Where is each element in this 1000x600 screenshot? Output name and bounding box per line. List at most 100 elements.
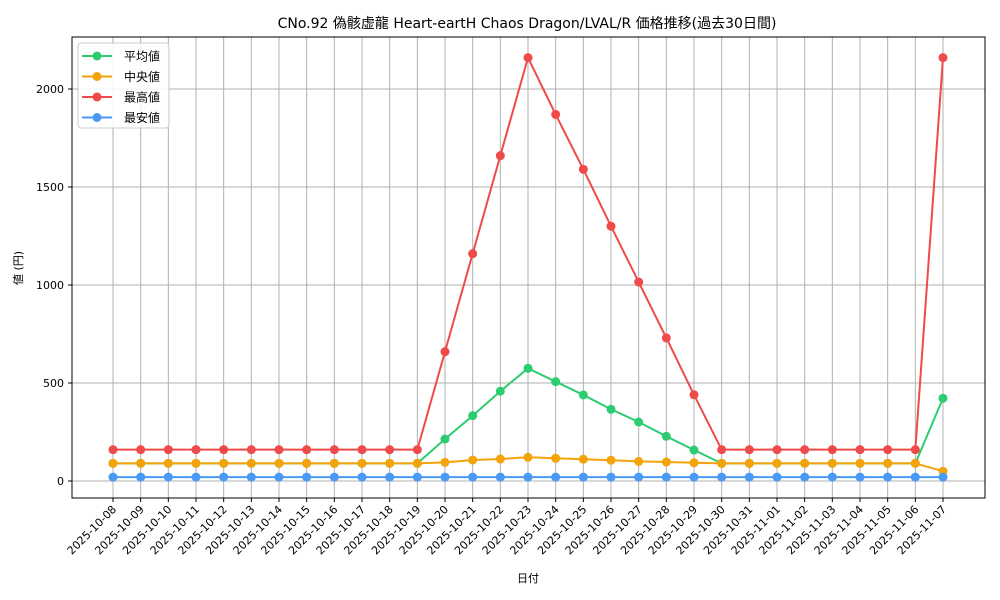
y-tick-label: 1000 [36,279,64,292]
data-point [661,333,671,343]
data-point [744,458,754,468]
data-point [855,472,865,482]
data-point [440,434,450,444]
data-point [302,458,312,468]
data-point [329,458,339,468]
data-point [163,472,173,482]
data-point [634,472,644,482]
data-point [523,472,533,482]
legend-label: 平均値 [124,49,160,64]
data-point [191,472,201,482]
data-point [468,455,478,465]
data-point [634,277,644,287]
data-point [412,472,422,482]
data-point [219,458,229,468]
data-point [827,472,837,482]
data-point [717,445,727,455]
data-point [468,249,478,259]
data-point [246,472,256,482]
data-point [744,472,754,482]
data-point [800,472,810,482]
data-point [274,445,284,455]
data-point [661,472,671,482]
y-tick-label: 1500 [36,181,64,194]
y-tick-label: 0 [57,475,64,488]
data-point [246,458,256,468]
data-point [357,472,367,482]
data-point [523,53,533,63]
data-point [440,347,450,357]
data-point [523,363,533,373]
data-point [717,458,727,468]
data-point [385,472,395,482]
data-point [551,472,561,482]
data-point [689,458,699,468]
legend-label: 最安値 [124,110,160,125]
data-point [717,472,727,482]
data-point [578,454,588,464]
data-point [661,457,671,467]
legend-marker [92,51,102,61]
data-point [772,445,782,455]
data-point [274,472,284,482]
data-point [136,458,146,468]
data-point [495,472,505,482]
data-point [412,445,422,455]
legend-marker [92,113,102,122]
data-point [108,445,118,455]
data-point [385,458,395,468]
data-point [578,472,588,482]
data-point [191,445,201,455]
data-point [883,472,893,482]
data-point [578,390,588,400]
y-tick-label: 2000 [36,83,64,96]
data-point [689,472,699,482]
legend-box [77,42,170,129]
data-point [606,455,616,465]
legend-label: 中央値 [124,69,160,84]
data-point [136,445,146,455]
data-point [191,458,201,468]
data-point [412,458,422,468]
data-point [440,472,450,482]
data-point [772,472,782,482]
data-point [468,472,478,482]
data-point [827,445,837,455]
data-point [495,386,505,396]
y-axis-label: 値 (円) [12,251,25,285]
data-point [800,458,810,468]
legend-label: 最高値 [124,90,160,105]
legend-marker [92,92,102,102]
data-point [689,390,699,400]
data-point [551,453,561,463]
series-最安値 [108,472,948,482]
data-point [744,445,754,455]
data-point [163,458,173,468]
data-point [108,458,118,468]
data-point [551,377,561,387]
data-point [219,472,229,482]
data-point [468,411,478,421]
data-point [440,457,450,467]
data-point [910,445,920,455]
data-point [329,472,339,482]
data-point [938,53,948,63]
data-point [136,472,146,482]
x-axis-ticks: 2025-10-082025-10-092025-10-102025-10-11… [65,498,949,557]
data-point [855,458,865,468]
data-point [329,445,339,455]
series-最高値 [108,53,948,455]
data-point [219,445,229,455]
data-point [163,445,173,455]
data-point [551,109,561,119]
grid-lines [72,37,985,498]
data-point [689,445,699,455]
data-point [108,472,118,482]
data-point [827,458,837,468]
data-point [772,458,782,468]
data-point [910,458,920,468]
data-point [855,445,865,455]
data-point [302,472,312,482]
data-point [302,445,312,455]
